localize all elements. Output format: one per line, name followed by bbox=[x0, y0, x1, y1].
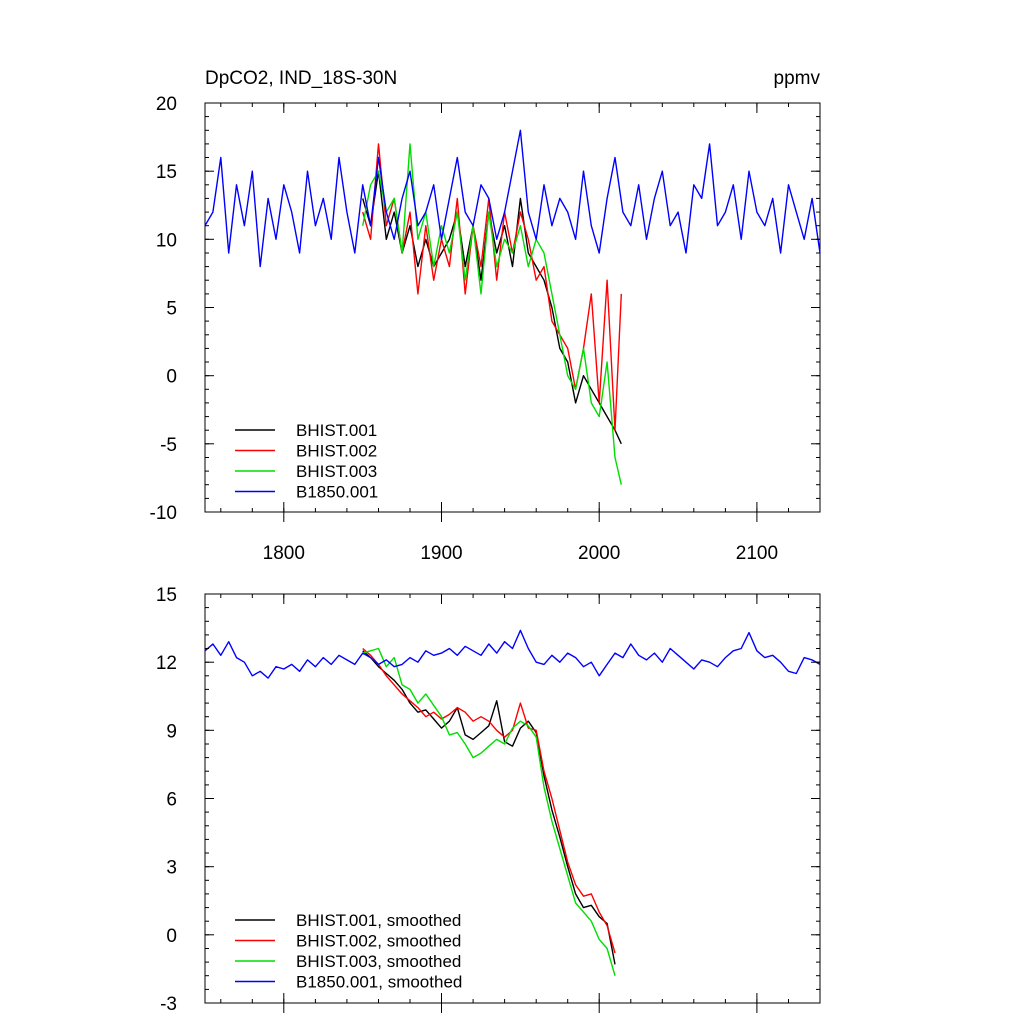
x-tick-label: 2100 bbox=[736, 543, 778, 564]
chart-title: DpCO2, IND_18S-30N bbox=[205, 68, 397, 89]
series-line-1 bbox=[362, 647, 616, 954]
y-tick-label: -10 bbox=[150, 503, 177, 524]
series-line-2 bbox=[362, 647, 616, 976]
legend-label: BHIST.002, smoothed bbox=[296, 932, 461, 951]
y-tick-label: -3 bbox=[160, 994, 177, 1015]
top-panel: DpCO2, IND_18S-30N ppmv 20 15 10 5 0 -5 -10 180… bbox=[150, 68, 821, 564]
y-tick-label: 5 bbox=[166, 299, 177, 320]
series-lines bbox=[204, 629, 821, 976]
x-tick-label: 2000 bbox=[578, 543, 620, 564]
legend: BHIST.001, smoothed BHIST.002, smoothedBH… bbox=[235, 911, 462, 992]
series-line-2 bbox=[362, 143, 622, 485]
legend-label: BHIST.003, smoothed bbox=[296, 952, 461, 971]
y-tick-label: 15 bbox=[156, 162, 177, 183]
y-tick-label: 20 bbox=[156, 94, 177, 115]
x-tick-label: 1800 bbox=[263, 543, 305, 564]
legend-label: BHIST.003 bbox=[296, 462, 377, 481]
x-tick-label: 1900 bbox=[420, 543, 462, 564]
series-line-1 bbox=[362, 143, 622, 431]
legend-label: B1850.001 bbox=[296, 483, 378, 502]
legend-label: B1850.001, smoothed bbox=[296, 973, 462, 992]
legend-label: BHIST.002 bbox=[296, 442, 377, 461]
y-tick-label: 10 bbox=[156, 230, 177, 251]
series-line-3 bbox=[204, 629, 821, 679]
units-label: ppmv bbox=[774, 68, 821, 89]
series-line-0 bbox=[362, 650, 616, 965]
y-tick-label: 9 bbox=[166, 721, 177, 742]
y-tick-label: 0 bbox=[166, 926, 177, 947]
legend-label: BHIST.001, smoothed bbox=[296, 911, 461, 930]
y-tick-label: 0 bbox=[166, 367, 177, 388]
legend-label: BHIST.001 bbox=[296, 421, 377, 440]
y-tick-label: 3 bbox=[166, 858, 177, 879]
series-lines bbox=[204, 129, 821, 485]
axis-ticks: 15 12 9 6 3 0 -3 bbox=[156, 585, 821, 1015]
series-line-3 bbox=[204, 129, 821, 268]
y-tick-label: 6 bbox=[166, 790, 177, 811]
bottom-panel: 15 12 9 6 3 0 -3 BHIST.001, smoothed BHIST.002,… bbox=[156, 585, 821, 1015]
y-tick-label: -5 bbox=[160, 435, 177, 456]
y-tick-label: 15 bbox=[156, 585, 177, 606]
y-tick-label: 12 bbox=[156, 653, 177, 674]
axis-ticks: 20 15 10 5 0 -5 -10 1800 1900 2000 2100 bbox=[150, 94, 821, 564]
